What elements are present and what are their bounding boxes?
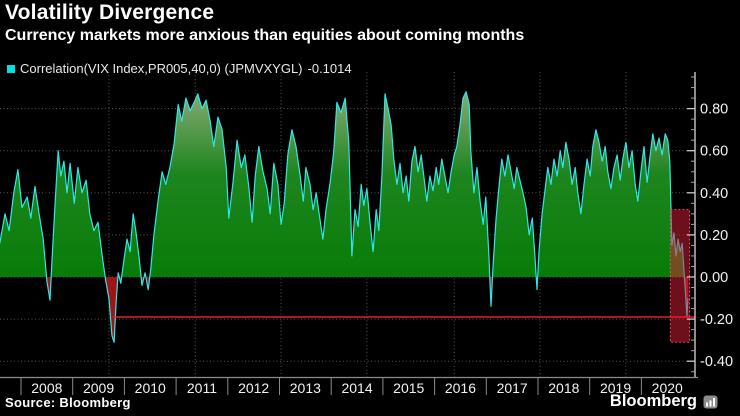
year-label: 2015 bbox=[393, 380, 424, 396]
year-label: 2014 bbox=[341, 380, 372, 396]
year-label: 2013 bbox=[290, 380, 321, 396]
page-subtitle: Currency markets more anxious than equit… bbox=[5, 27, 525, 44]
bar-chart-icon bbox=[703, 395, 718, 408]
year-label: 2011 bbox=[187, 380, 217, 396]
brand-footer: Bloomberg bbox=[610, 392, 718, 411]
correlation-series bbox=[0, 91, 689, 343]
x-axis: 2008 2009 2010 2011 2012 2013 2014 2015 2016 2017… bbox=[0, 376, 698, 396]
legend-label: Correlation(VIX Index,PR005,40,0) (JPMVX… bbox=[20, 61, 303, 76]
year-label: 2016 bbox=[445, 380, 476, 396]
positive-area-fill bbox=[0, 91, 688, 277]
legend: Correlation(VIX Index,PR005,40,0) (JPMVX… bbox=[7, 61, 352, 76]
brand-name: Bloomberg bbox=[609, 392, 697, 410]
legend-value: -0.1014 bbox=[307, 61, 352, 76]
correlation-line bbox=[0, 91, 689, 343]
year-label: 2008 bbox=[31, 380, 62, 396]
year-label: 2019 bbox=[600, 380, 631, 396]
y-tick-label: 0.40 bbox=[700, 186, 728, 202]
y-tick-label: 0.60 bbox=[700, 144, 728, 160]
y-axis: 0.80 0.60 0.40 0.20 0.00 -0.20 -0.40 bbox=[687, 72, 733, 378]
year-label: 2012 bbox=[238, 380, 269, 396]
highlight-box-2020 bbox=[669, 209, 690, 343]
year-label: 2009 bbox=[83, 380, 114, 396]
y-tick-label: -0.40 bbox=[700, 354, 733, 370]
y-tick-label: 0.00 bbox=[700, 270, 728, 286]
year-label: 2020 bbox=[652, 380, 683, 396]
y-tick-label: 0.80 bbox=[700, 102, 728, 118]
y-tick-label: 0.20 bbox=[700, 228, 728, 244]
source-note: Source: Bloomberg bbox=[5, 395, 131, 410]
legend-swatch-icon bbox=[7, 64, 15, 73]
page-title: Volatility Divergence bbox=[5, 1, 215, 24]
year-label: 2018 bbox=[548, 380, 579, 396]
year-label: 2017 bbox=[497, 380, 528, 396]
y-tick-label: -0.20 bbox=[700, 312, 733, 328]
year-label: 2010 bbox=[135, 380, 166, 396]
